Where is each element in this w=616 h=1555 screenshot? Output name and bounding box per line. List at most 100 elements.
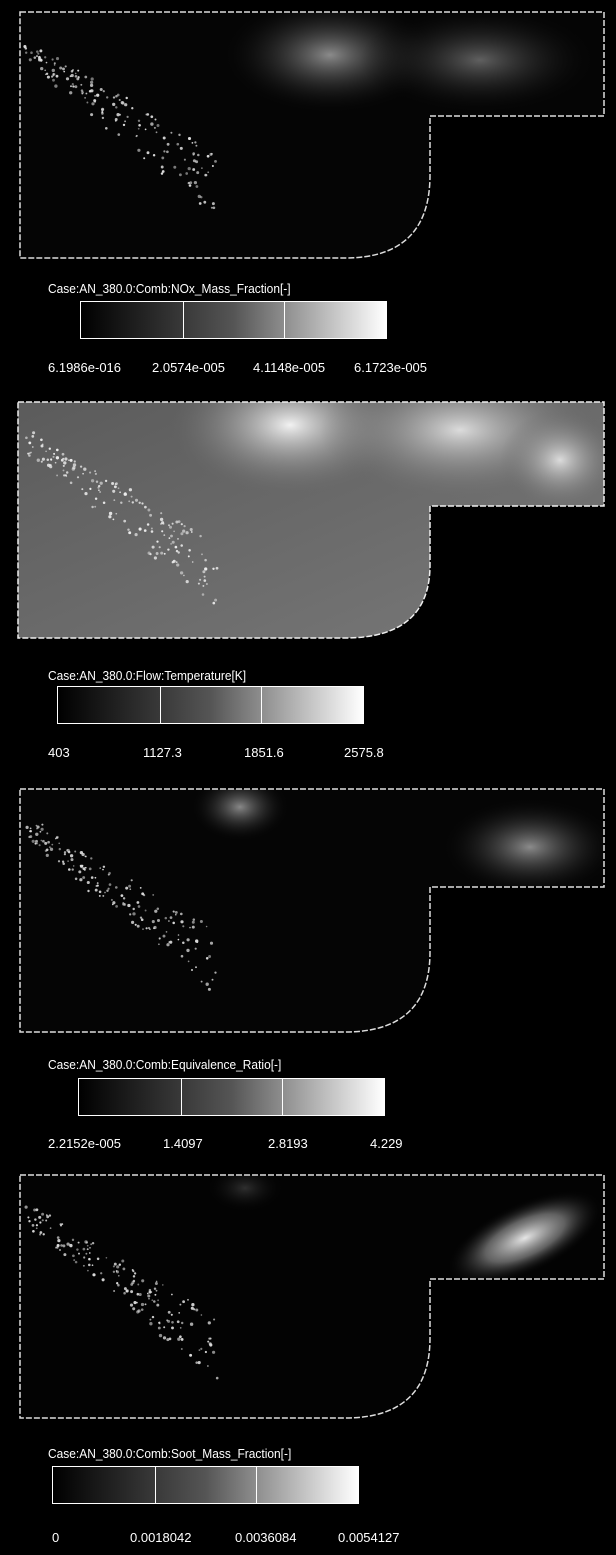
spray-droplet — [38, 844, 41, 847]
spray-droplet — [79, 864, 82, 867]
spray-droplet — [201, 167, 203, 169]
spray-droplet — [30, 451, 32, 454]
spray-droplet — [74, 74, 78, 78]
spray-droplet — [137, 148, 141, 152]
spray-droplet — [137, 1283, 140, 1286]
spray-droplet — [136, 1292, 140, 1296]
spray-droplet — [61, 860, 65, 863]
spray-droplet — [44, 841, 48, 845]
spray-droplet — [45, 450, 47, 453]
spray-droplet — [41, 1212, 45, 1216]
spray-droplet — [166, 1338, 170, 1342]
spray-droplet — [42, 839, 45, 843]
spray-droplet — [52, 455, 55, 458]
spray-droplet — [213, 1318, 216, 1321]
spray-droplet — [197, 582, 200, 585]
spray-droplet — [104, 479, 108, 483]
spray-droplet — [171, 1293, 173, 1296]
spray-droplet — [132, 1279, 136, 1283]
spray-droplet — [201, 593, 205, 596]
spray-droplet — [202, 584, 205, 587]
spray-droplet — [32, 431, 36, 435]
spray-droplet — [120, 894, 124, 897]
spray-droplet — [36, 50, 39, 53]
spray-droplet — [182, 925, 185, 928]
spray-droplet — [72, 1254, 75, 1258]
spray-droplet — [193, 180, 198, 185]
spray-droplet — [82, 1247, 86, 1251]
spray-droplet — [107, 887, 110, 890]
spray-droplet — [108, 515, 112, 519]
spray-droplet — [177, 551, 180, 554]
spray-droplet — [199, 578, 202, 581]
spray-droplet — [83, 1256, 86, 1259]
spray-droplet — [156, 540, 159, 543]
spray-droplet — [146, 523, 150, 526]
spray-droplet — [24, 1205, 28, 1209]
spray-droplet — [136, 924, 140, 928]
spray-droplet — [68, 459, 70, 462]
spray-droplet — [125, 886, 129, 890]
spray-droplet — [129, 1303, 134, 1307]
spray-droplet — [87, 889, 90, 893]
spray-droplet — [73, 460, 76, 463]
spray-droplet — [172, 559, 176, 563]
spray-droplet — [155, 1289, 158, 1292]
spray-droplet — [162, 934, 166, 938]
spray-droplet — [106, 96, 109, 99]
spray-droplet — [197, 153, 200, 157]
spray-droplet — [48, 447, 51, 450]
spray-droplet — [124, 120, 127, 123]
spray-droplet — [55, 448, 59, 452]
tick-label: 1.4097 — [163, 1136, 203, 1151]
tick-label: 2575.8 — [344, 745, 384, 760]
spray-droplet — [69, 481, 73, 485]
tick-label: 1851.6 — [244, 745, 284, 760]
spray-droplet — [49, 847, 54, 851]
spray-droplet — [77, 1241, 80, 1244]
spray-droplet — [86, 1248, 89, 1251]
spray-droplet — [176, 563, 180, 567]
spray-droplet — [23, 44, 27, 49]
spray-droplet — [167, 548, 170, 551]
spray-droplet — [203, 579, 207, 582]
spray-droplet — [150, 527, 153, 530]
spray-droplet — [147, 508, 151, 512]
spray-droplet — [204, 567, 208, 571]
spray-droplet — [32, 1229, 35, 1233]
spray-droplet — [178, 133, 181, 137]
spray-droplet — [84, 1240, 88, 1244]
spray-droplet — [84, 866, 87, 869]
spray-droplet — [151, 1299, 154, 1302]
spray-droplet — [69, 854, 74, 858]
spray-droplet — [96, 1257, 100, 1261]
spray-droplet — [161, 156, 165, 160]
spray-droplet — [65, 475, 68, 478]
spray-droplet — [65, 77, 70, 81]
spray-droplet — [112, 901, 116, 905]
spray-droplet — [80, 83, 83, 86]
spray-droplet — [92, 1273, 96, 1277]
spray-droplet — [69, 91, 73, 95]
spray-droplet — [96, 93, 100, 97]
spray-droplet — [194, 947, 197, 950]
spray-droplet — [54, 461, 57, 464]
spray-droplet — [180, 1348, 183, 1350]
spray-droplet — [138, 501, 141, 504]
spray-droplet — [160, 165, 164, 169]
spray-droplet — [163, 1326, 166, 1329]
spray-droplet — [174, 913, 177, 916]
spray-droplet — [74, 85, 78, 89]
spray-droplet — [158, 1322, 161, 1325]
spray-droplet — [53, 62, 56, 65]
spray-droplet — [125, 1289, 129, 1293]
spray-droplet — [79, 465, 83, 468]
nox-colorbar — [80, 301, 387, 339]
spray-droplet — [156, 1303, 160, 1307]
spray-droplet — [168, 1337, 172, 1341]
spray-droplet — [52, 73, 56, 76]
spray-droplet — [66, 1242, 70, 1246]
spray-droplet — [74, 850, 77, 853]
spray-droplet — [115, 905, 118, 908]
spray-droplet — [130, 1283, 134, 1286]
